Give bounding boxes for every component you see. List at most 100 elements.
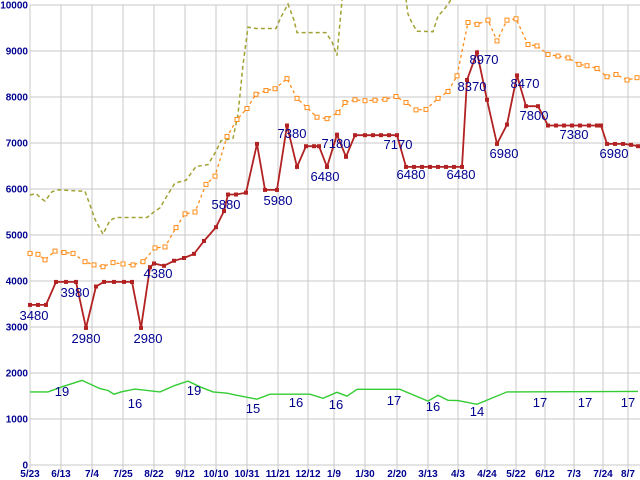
data-point-marker [587,123,591,128]
data-point-marker [253,91,259,97]
y-tick-label: 10000 [0,1,28,12]
count-label: 16 [329,397,343,412]
data-point-marker [412,164,416,169]
data-point-marker [599,123,603,128]
y-tick-label: 7000 [6,139,29,150]
data-point-marker [524,104,528,109]
x-tick-label: 1/30 [355,469,375,480]
data-point-marker [387,133,391,138]
x-tick-label: 3/13 [418,469,438,480]
data-point-marker [504,17,510,23]
data-point-marker [352,97,358,103]
data-point-marker [304,144,308,149]
data-point-marker [182,256,186,260]
data-point-marker [344,154,348,159]
data-point-marker [570,123,574,128]
data-point-marker [629,142,633,147]
data-point-marker [403,100,409,106]
data-point-marker [420,164,424,169]
data-point-marker [465,77,469,82]
data-point-marker [594,65,600,71]
count-label: 16 [128,396,142,411]
data-point-marker [91,262,97,268]
data-point-marker [224,134,230,140]
price-label: 3480 [20,308,49,323]
data-point-marker [212,173,218,179]
data-point-marker [64,279,68,284]
y-tick-label: 2000 [6,369,29,380]
x-tick-label: 7/3 [567,469,581,480]
data-point-marker [203,181,209,187]
data-point-marker [454,73,460,79]
data-point-marker [295,164,299,169]
data-point-marker [214,225,218,230]
high-dashed-line [29,0,452,236]
price-label: 6480 [447,167,476,182]
x-tick-label: 10/10 [203,469,228,480]
count-label: 17 [387,393,401,408]
data-point-marker [272,86,278,92]
price-label: 6480 [311,169,340,184]
price-label: 5880 [212,197,241,212]
price-label: 8970 [470,52,499,67]
y-tick-label: 0 [22,461,28,472]
x-tick-label: 7/25 [113,469,133,480]
data-point-marker [485,17,491,23]
data-point-marker [335,110,341,116]
x-tick-label: 6/13 [51,469,71,480]
data-point-marker [505,122,509,127]
data-point-marker [363,133,367,138]
data-point-marker [545,51,551,57]
x-tick-label: 7/24 [593,469,613,480]
data-point-marker [102,279,106,284]
data-point-marker [182,211,188,217]
data-point-marker [192,251,196,256]
data-point-marker [44,302,48,307]
data-point-marker [554,123,558,128]
y-tick-label: 6000 [6,185,29,196]
data-point-marker [562,123,566,128]
count-label: 17 [578,395,592,410]
data-point-marker [285,123,289,128]
data-point-marker [162,263,166,268]
data-point-marker [263,88,269,94]
data-point-marker [284,76,290,82]
x-tick-label: 9/12 [175,469,195,480]
data-point-marker [423,106,429,112]
y-tick-label: 3000 [6,323,29,334]
data-point-marker [621,141,625,146]
count-label: 16 [426,399,440,414]
data-point-marker [100,264,106,270]
price-label: 2980 [134,331,163,346]
data-point-marker [342,100,348,106]
data-point-marker [460,164,464,169]
data-point-marker [120,261,126,267]
data-point-marker [534,43,540,49]
count-label: 14 [470,404,484,419]
data-point-marker [515,73,519,78]
price-label: 2980 [72,331,101,346]
data-point-marker [82,259,88,265]
x-tick-label: 8/7 [621,469,635,480]
count-line [30,379,639,406]
data-point-marker [452,164,456,169]
x-tick-label: 5/22 [506,469,526,480]
data-point-marker [584,63,590,69]
data-point-marker [435,95,441,101]
data-point-marker [317,144,321,149]
data-point-marker [234,192,238,197]
data-point-marker [379,133,383,138]
data-point-marker [555,53,561,59]
data-point-marker [255,141,259,146]
data-point-marker [536,104,540,109]
data-point-marker [634,75,640,81]
data-point-marker [35,251,41,257]
data-point-marker [54,279,58,284]
data-point-marker [130,279,134,284]
price-label: 8370 [458,79,487,94]
price-label: 3980 [61,285,90,300]
data-point-marker [636,144,640,149]
data-point-marker [578,123,582,128]
x-tick-label: 12/12 [295,469,320,480]
